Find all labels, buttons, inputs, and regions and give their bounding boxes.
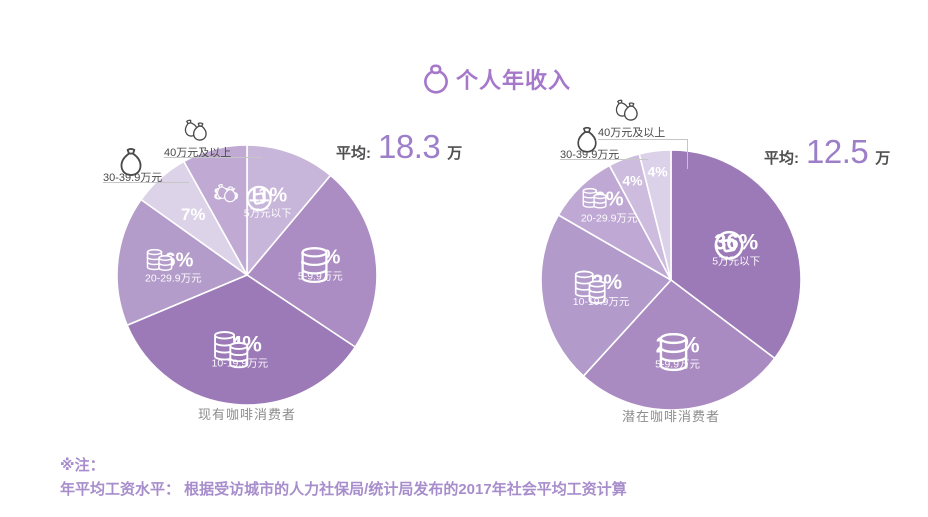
pie-slice <box>116 198 248 327</box>
money-bag-icon <box>575 125 599 153</box>
callout-label: 40万元及以上 <box>598 127 666 139</box>
pie-chart-potential-consumers: 36%5万元以下 27%5-9.9万元 22%10-19.9万元 9%20-29.9万… <box>539 148 803 412</box>
slice-range-label: 20-29.9万元 <box>145 272 202 285</box>
leader-line <box>164 157 262 158</box>
slice-range-label: 5-9.9万元 <box>297 270 343 283</box>
note-text: 年平均工资水平： 根据受访城市的人力社保局/统计局发布的2017年社会平均工资计… <box>60 481 627 498</box>
slice-range-label: 20-29.9万元 <box>580 212 638 225</box>
pie-slice <box>246 144 332 276</box>
callout-label: 30-39.9万元 <box>560 149 620 161</box>
average-value: 12.5 <box>806 133 869 170</box>
pie-chart-current-consumers: 11%5万元以下23%5-9.9万元34%10-19.9万元16%20-29.9… <box>115 143 379 407</box>
note-marker: ※注： <box>60 457 105 474</box>
pie-caption-current: 现有咖啡消费者 <box>197 407 296 422</box>
slice-range-label: 10-19.9万元 <box>211 357 269 370</box>
average-label: 平均: <box>764 150 799 167</box>
slice-label: 34%10-19.9万元 <box>211 330 269 370</box>
slice-label: 27%5-9.9万元 <box>655 332 701 372</box>
leader-line <box>103 182 189 183</box>
slice-range-label: 5万元以下 <box>243 207 292 220</box>
pie-slice <box>540 214 672 377</box>
average-unit: 万 <box>875 150 891 167</box>
slice-label: 36% 5万元以下 <box>712 228 760 267</box>
slice-percent-label: 4% <box>622 172 643 189</box>
money-bags-icon <box>181 119 211 144</box>
callout-label: 30-39.9万元 <box>103 172 163 184</box>
leader-line <box>560 159 648 160</box>
slice-label: 4% <box>622 172 642 189</box>
pie-slice <box>638 149 672 281</box>
slice-range-label: 5万元以下 <box>712 254 761 267</box>
average-income-current: 平均: 18.3 万 <box>336 128 462 166</box>
pie-slice <box>126 274 357 406</box>
pie-caption-potential: 潜在咖啡消费者 <box>621 409 720 424</box>
slice-range-label: 10-19.9万元 <box>572 295 630 308</box>
purse-icon <box>421 64 451 94</box>
slice-label: 8% <box>214 184 238 205</box>
money-bag-icon <box>118 146 144 176</box>
slice-label: 4% <box>647 163 667 180</box>
slice-label: 16% 20-29.9万元 <box>145 248 202 285</box>
pie-slice <box>670 149 802 360</box>
slice-label: 9% 20-29.9万元 <box>580 187 638 225</box>
leader-line <box>687 139 688 169</box>
slice-percent-label: 7% <box>180 204 206 224</box>
page-title: 个人年收入 <box>456 68 572 93</box>
pie-slice <box>182 144 248 276</box>
page-header: 个人年收入 <box>421 63 571 95</box>
slice-percent-label: 11% <box>248 184 288 207</box>
slice-range-label: 5-9.9万元 <box>655 358 701 371</box>
average-income-potential: 平均: 12.5 万 <box>764 133 890 171</box>
leader-line <box>598 139 688 140</box>
money-bags-icon <box>612 99 642 124</box>
slice-label: 7% <box>181 205 206 225</box>
pie-svg <box>116 144 378 406</box>
average-label: 平均: <box>336 145 371 162</box>
slice-percent-label: 4% <box>647 163 668 180</box>
callout-label: 40万元及以上 <box>164 147 232 159</box>
slice-label: 22%10-19.9万元 <box>572 270 630 308</box>
average-unit: 万 <box>447 145 463 162</box>
slice-label: 11% 5万元以下 <box>244 183 292 220</box>
average-value: 18.3 <box>378 128 441 165</box>
slice-label: 23%5-9.9万元 <box>297 246 343 284</box>
